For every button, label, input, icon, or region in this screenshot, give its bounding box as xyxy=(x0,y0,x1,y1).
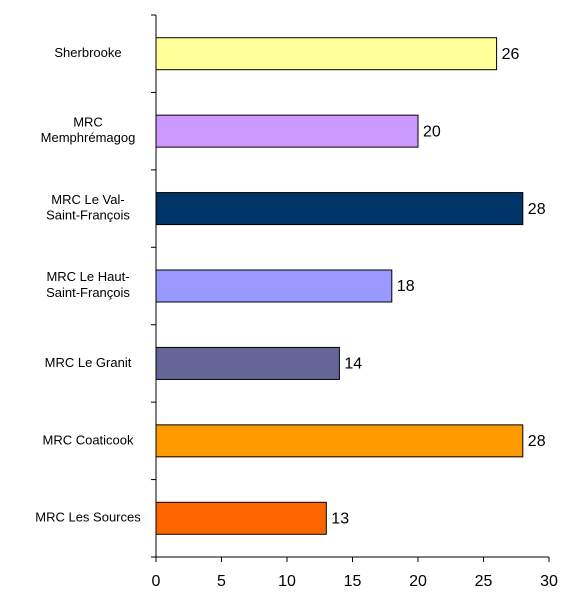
y-tick-label: MRC Coaticook xyxy=(42,432,134,447)
bar xyxy=(155,37,498,71)
bar xyxy=(155,424,524,458)
x-tick-label: 5 xyxy=(217,573,226,590)
x-tick-label: 10 xyxy=(278,573,296,590)
y-tick-label: Sherbrooke xyxy=(54,45,121,60)
y-tick-label: MRC Le Val-Saint-François xyxy=(46,192,130,223)
bar xyxy=(155,192,524,226)
bar xyxy=(155,501,327,535)
data-label: 20 xyxy=(423,123,441,140)
data-label: 13 xyxy=(331,511,349,528)
data-label: 18 xyxy=(397,278,415,295)
y-tick-label: MRC Le Haut-Saint-François xyxy=(46,270,130,301)
bar xyxy=(155,269,393,303)
data-label: 14 xyxy=(344,356,362,373)
x-tick-label: 30 xyxy=(540,573,558,590)
x-tick-label: 15 xyxy=(344,573,362,590)
x-tick-label: 20 xyxy=(409,573,427,590)
y-tick-label: MRC Les Sources xyxy=(35,510,141,525)
bar xyxy=(155,114,419,148)
bar xyxy=(155,346,340,380)
y-tick-label: MRC Memphrémagog xyxy=(41,115,136,146)
x-tick-label: 25 xyxy=(475,573,493,590)
y-tick-label: MRC Le Granit xyxy=(45,355,132,370)
x-tick-label: 0 xyxy=(152,573,161,590)
data-label: 28 xyxy=(528,433,546,450)
data-label: 26 xyxy=(502,46,520,63)
data-label: 28 xyxy=(528,201,546,218)
